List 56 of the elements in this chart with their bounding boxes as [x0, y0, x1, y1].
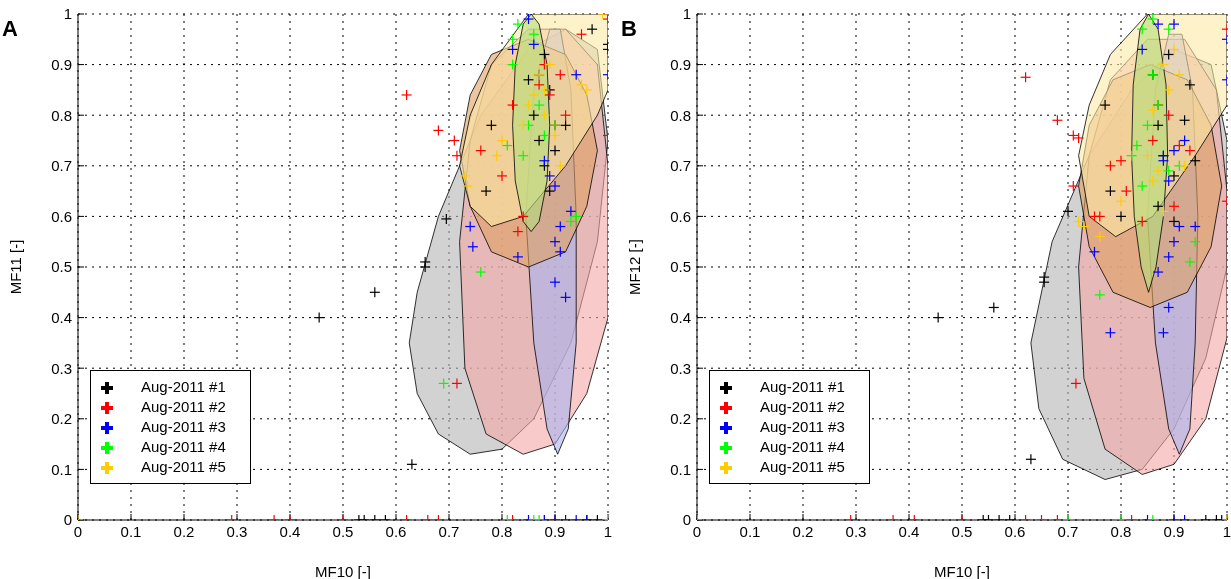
y-tick-label: 0.9	[670, 55, 691, 73]
x-tick-label: 0.4	[898, 522, 920, 540]
y-tick-label: 0.3	[670, 359, 691, 377]
x-tick-label: 0.8	[491, 522, 513, 540]
x-tick-label: 0.7	[1057, 522, 1079, 540]
x-tick-label: 0.8	[1110, 522, 1132, 540]
y-tick-label: 0.6	[51, 207, 72, 225]
y-tick-label: 0.7	[670, 157, 691, 175]
y-tick-label: 0.3	[51, 359, 72, 377]
y-tick-label: 0.1	[670, 460, 691, 478]
y-tick-label: 0.1	[51, 460, 72, 478]
x-tick-label: 0.3	[845, 522, 867, 540]
y-tick-label: 0.8	[51, 106, 72, 124]
y-tick-label: 0.4	[670, 308, 691, 326]
y-axis-title: MF12 [-]	[626, 239, 644, 295]
x-tick-label: 1	[1222, 522, 1231, 540]
y-tick-label: 0.7	[51, 157, 72, 175]
legend-label: Aug-2011 #5	[141, 458, 226, 475]
text: A	[2, 16, 18, 42]
y-tick-label: 0	[63, 511, 72, 529]
legend-label: Aug-2011 #4	[760, 438, 845, 455]
x-tick-label: 0.1	[120, 522, 142, 540]
legend-label: Aug-2011 #3	[141, 418, 226, 435]
y-tick-label: 0.5	[51, 258, 72, 276]
y-tick-label: 1	[63, 5, 72, 23]
y-tick-label: 0.6	[670, 207, 691, 225]
x-tick-label: 0.4	[279, 522, 301, 540]
y-tick-label: 0.4	[51, 308, 72, 326]
x-tick-label: 0.6	[1004, 522, 1026, 540]
y-tick-label: 0.2	[51, 410, 72, 428]
x-tick-label: 0.5	[332, 522, 354, 540]
legend-label: Aug-2011 #1	[141, 378, 226, 395]
x-tick-label: 0.9	[1163, 522, 1185, 540]
legend-label: Aug-2011 #1	[760, 378, 845, 395]
legend-label: Aug-2011 #4	[141, 438, 226, 455]
y-tick-label: 0.2	[670, 410, 691, 428]
x-tick-label: 0.6	[385, 522, 407, 540]
x-tick-label: 0.2	[173, 522, 195, 540]
y-tick-label: 0	[682, 511, 691, 529]
y-tick-label: 0.5	[670, 258, 691, 276]
x-tick-label: 0.7	[438, 522, 460, 540]
y-axis-title: MF11 [-]	[7, 239, 25, 295]
legend-label: Aug-2011 #3	[760, 418, 845, 435]
x-tick-label: 0.3	[226, 522, 248, 540]
legend-label: Aug-2011 #5	[760, 458, 845, 475]
x-tick-label: 1	[603, 522, 613, 540]
x-tick-label: 0.5	[951, 522, 973, 540]
x-tick-label: 0.1	[739, 522, 761, 540]
y-tick-label: 0.8	[670, 106, 691, 124]
x-tick-label: 0.9	[544, 522, 566, 540]
y-tick-label: 0.9	[51, 55, 72, 73]
y-tick-label: 1	[682, 5, 691, 23]
legend-label: Aug-2011 #2	[760, 398, 845, 415]
text: B	[621, 16, 637, 42]
legend-label: Aug-2011 #2	[141, 398, 226, 415]
x-tick-label: 0.2	[792, 522, 814, 540]
